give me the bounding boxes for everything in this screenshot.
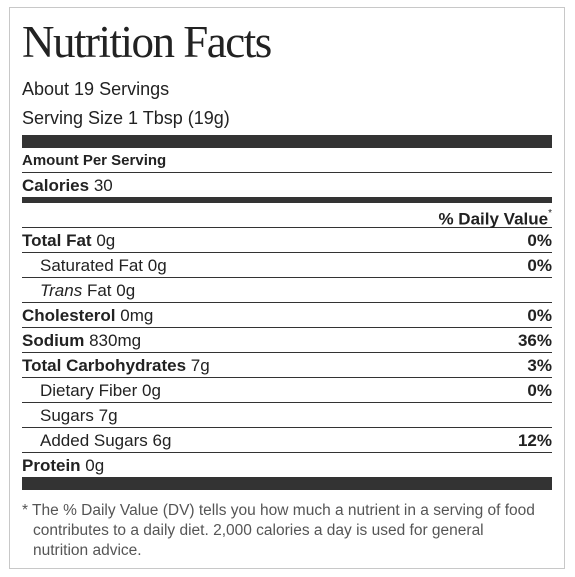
nutrient-row: Sugars 7g <box>22 403 552 428</box>
nutrient-percent: 0% <box>527 256 552 275</box>
nutrient-percent: 12% <box>517 431 552 450</box>
calories-label: Calories <box>22 176 90 195</box>
calories-row: Calories 30 <box>22 173 552 197</box>
nutrient-name: Fat <box>86 281 112 300</box>
thick-rule <box>22 135 552 148</box>
nutrient-percent: 0% <box>527 381 552 400</box>
nutrient-name: Total Carbohydrates <box>22 356 187 375</box>
nutrient-amount: 0g <box>142 381 161 400</box>
nutrient-amount: 830mg <box>89 331 142 350</box>
nutrient-name-italic: Trans <box>40 281 83 300</box>
nutrient-amount: 0mg <box>120 306 154 325</box>
medium-rule <box>22 197 552 203</box>
serving-size: Serving Size 1 Tbsp (19g) <box>22 108 230 128</box>
nutrient-row: Saturated Fat 0g 0% <box>22 253 552 278</box>
nutrient-row: Sodium 830mg 36% <box>22 328 552 353</box>
nutrient-name: Total Fat <box>22 231 92 250</box>
nutrient-row: Added Sugars 6g 12% <box>22 428 552 453</box>
nutrient-name: Sodium <box>22 331 85 350</box>
servings: About 19 Servings <box>22 79 170 99</box>
nutrient-percent: 3% <box>527 356 552 375</box>
nutrient-row: Total Fat 0g 0% <box>22 228 552 253</box>
nutrient-amount: 0g <box>96 231 116 250</box>
title: Nutrition Facts <box>22 17 272 67</box>
nutrient-amount: 7g <box>98 406 118 425</box>
nutrient-amount: 6g <box>152 431 172 450</box>
nutrient-name: Cholesterol <box>22 306 116 325</box>
dv-mark: * <box>548 208 552 219</box>
nutrient-name: Protein <box>22 456 81 475</box>
nutrient-name: Sugars <box>40 406 94 425</box>
calories-amount: 30 <box>93 176 113 195</box>
nutrient-row: Dietary Fiber 0g 0% <box>22 378 552 403</box>
footnote: * The % Daily Value (DV) tells you how m… <box>22 502 535 559</box>
nutrient-row: Protein 0g <box>22 453 552 477</box>
thick-rule <box>22 477 552 490</box>
nutrient-amount: 7g <box>190 356 210 375</box>
nutrient-name: Added Sugars <box>40 431 148 450</box>
nutrient-percent: 36% <box>517 331 552 350</box>
dv-header: % Daily Value* <box>22 203 552 229</box>
nutrient-amount: 0g <box>85 456 105 475</box>
nutrient-name: Saturated Fat <box>40 256 144 275</box>
dv-header-text: % Daily Value <box>438 209 549 229</box>
nutrient-percent: 0% <box>527 231 552 250</box>
nutrient-percent: 0% <box>527 306 552 325</box>
nutrient-amount: 0g <box>116 281 136 300</box>
label: Nutrition Facts About 19 Servings Servin… <box>9 7 565 569</box>
nutrient-row: Total Carbohydrates 7g 3% <box>22 353 552 378</box>
label-content: Nutrition Facts About 19 Servings Servin… <box>22 8 552 561</box>
nutrient-row: Trans Fat 0g <box>22 278 552 303</box>
nutrient-rows: Total Fat 0g 0% Saturated Fat 0g 0% Trans Fa… <box>22 228 552 477</box>
nutrient-amount: 0g <box>147 256 167 275</box>
nutrient-name: Dietary Fiber <box>40 381 138 400</box>
nutrient-row: Cholesterol 0mg 0% <box>22 303 552 328</box>
amount-per-serving: Amount Per Serving <box>22 148 552 173</box>
